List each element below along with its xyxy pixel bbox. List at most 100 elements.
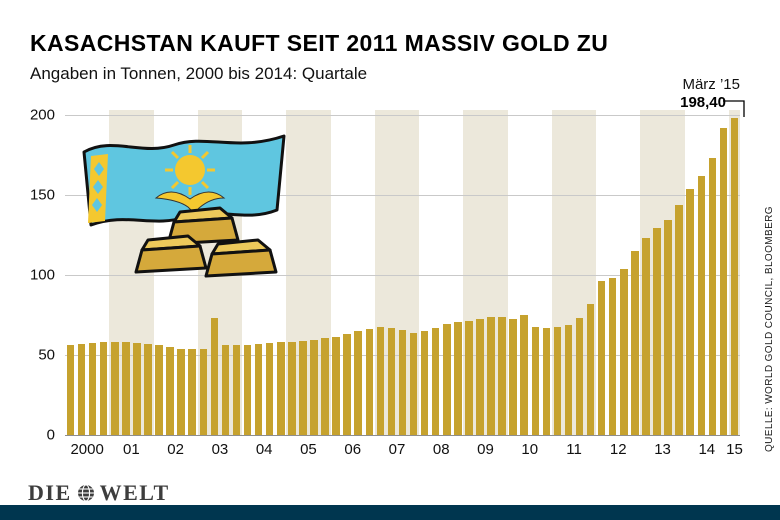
gridline — [65, 115, 740, 116]
quarter-bar — [288, 342, 296, 435]
x-tick-label: 15 — [726, 441, 743, 458]
x-tick-label: 12 — [609, 441, 627, 458]
die-welt-logo: DIE WELT — [28, 480, 170, 506]
gridline — [65, 195, 740, 196]
quarter-bar — [376, 327, 385, 435]
source-credit: QUELLE: WORLD GOLD COUNCIL, BLOOMBERG — [764, 206, 775, 452]
quarter-bar — [620, 269, 628, 435]
quarter-bar — [631, 250, 639, 435]
annotation-date: März ’15 — [682, 76, 740, 93]
logo-text-welt: WELT — [99, 480, 170, 505]
quarter-bar — [343, 334, 351, 435]
quarter-bar — [597, 281, 606, 435]
quarter-bar — [498, 316, 506, 435]
x-tick-label: 09 — [477, 441, 494, 458]
quarter-bar — [420, 331, 429, 435]
x-tick-label: 11 — [566, 441, 582, 458]
quarter-bar — [166, 347, 174, 435]
quarter-bar — [476, 319, 484, 435]
quarter-bar — [265, 343, 274, 435]
quarter-bar — [254, 343, 263, 435]
chart-subtitle: Angaben in Tonnen, 2000 bis 2014: Quarta… — [30, 64, 368, 83]
quarter-bar — [708, 158, 717, 435]
y-tick-label: 100 — [29, 266, 55, 284]
chart-title: KASACHSTAN KAUFT SEIT 2011 MASSIV GOLD Z… — [30, 30, 609, 56]
quarter-bar — [66, 344, 75, 435]
kazakhstan-flag-and-gold-bars-illustration — [82, 134, 286, 278]
x-tick-label: 13 — [654, 441, 671, 458]
gridline — [65, 275, 740, 276]
quarter-bar — [221, 345, 230, 435]
quarter-bar — [675, 205, 683, 435]
x-tick-label: 01 — [123, 441, 140, 458]
quarter-bar — [409, 332, 418, 435]
y-tick-label: 200 — [29, 106, 55, 124]
y-tick-label: 0 — [46, 426, 55, 444]
quarter-bar — [719, 128, 728, 435]
quarter-bar — [487, 317, 495, 435]
quarter-bar — [443, 323, 451, 435]
y-tick-label: 50 — [38, 346, 55, 364]
gold-ingots-icon — [134, 206, 278, 278]
x-tick-label: 2000 — [70, 441, 104, 458]
quarter-bar — [608, 277, 617, 435]
x-tick-label: 07 — [388, 441, 406, 458]
x-tick-label: 05 — [300, 441, 317, 458]
quarter-bar — [77, 343, 86, 435]
quarter-bar — [575, 317, 584, 435]
quarter-bar — [133, 343, 141, 435]
quarter-bar — [365, 328, 374, 435]
quarter-bar — [321, 338, 329, 435]
quarter-bar — [586, 303, 595, 435]
flag-sun-disc — [175, 155, 205, 185]
quarter-bar — [664, 219, 672, 435]
quarter-bar — [155, 345, 163, 435]
quarter-bar — [697, 175, 706, 435]
quarter-bar — [88, 343, 97, 435]
quarter-bar — [564, 324, 573, 435]
quarter-bar — [199, 349, 208, 435]
x-tick-label: 03 — [211, 441, 229, 458]
quarter-bar — [299, 341, 307, 435]
flag-sun-icon — [165, 145, 215, 195]
quarter-bar — [177, 348, 185, 435]
y-tick-label: 150 — [29, 186, 55, 204]
quarter-bar — [520, 315, 528, 435]
gridline — [65, 435, 740, 436]
quarter-bar — [243, 344, 252, 435]
annotation-connector-line — [723, 100, 745, 117]
quarter-bar — [210, 318, 219, 435]
quarter-bar — [509, 319, 517, 435]
quarter-bar — [398, 330, 407, 435]
quarter-bar — [111, 342, 119, 435]
quarter-bar — [144, 343, 152, 435]
x-tick-label: 10 — [521, 441, 539, 458]
bottom-brand-bar — [0, 505, 780, 520]
quarter-bar — [642, 238, 650, 435]
quarter-bar — [465, 320, 473, 435]
quarter-bar — [232, 344, 241, 435]
x-tick-label: 08 — [432, 441, 450, 458]
x-tick-label: 14 — [698, 441, 716, 458]
quarter-bar — [653, 227, 661, 435]
globe-icon — [77, 484, 94, 502]
quarter-bar — [454, 322, 462, 435]
x-tick-label: 02 — [167, 441, 184, 458]
x-tick-label: 06 — [344, 441, 362, 458]
quarter-bar — [531, 327, 540, 435]
quarter-bar — [332, 336, 340, 435]
flag-eagle-icon — [154, 191, 226, 215]
logo-text-die: DIE — [28, 480, 72, 505]
quarter-bar — [122, 342, 130, 435]
quarter-bar — [310, 339, 318, 435]
quarter-bar — [277, 342, 285, 435]
x-tick-label: 04 — [255, 441, 273, 458]
quarter-bar — [387, 327, 396, 435]
quarter-bar — [686, 188, 694, 435]
quarter-bar — [542, 327, 551, 435]
quarter-bar — [188, 349, 196, 435]
quarter-bar — [730, 117, 739, 435]
quarter-bar — [99, 342, 108, 435]
quarter-bar — [431, 327, 440, 435]
